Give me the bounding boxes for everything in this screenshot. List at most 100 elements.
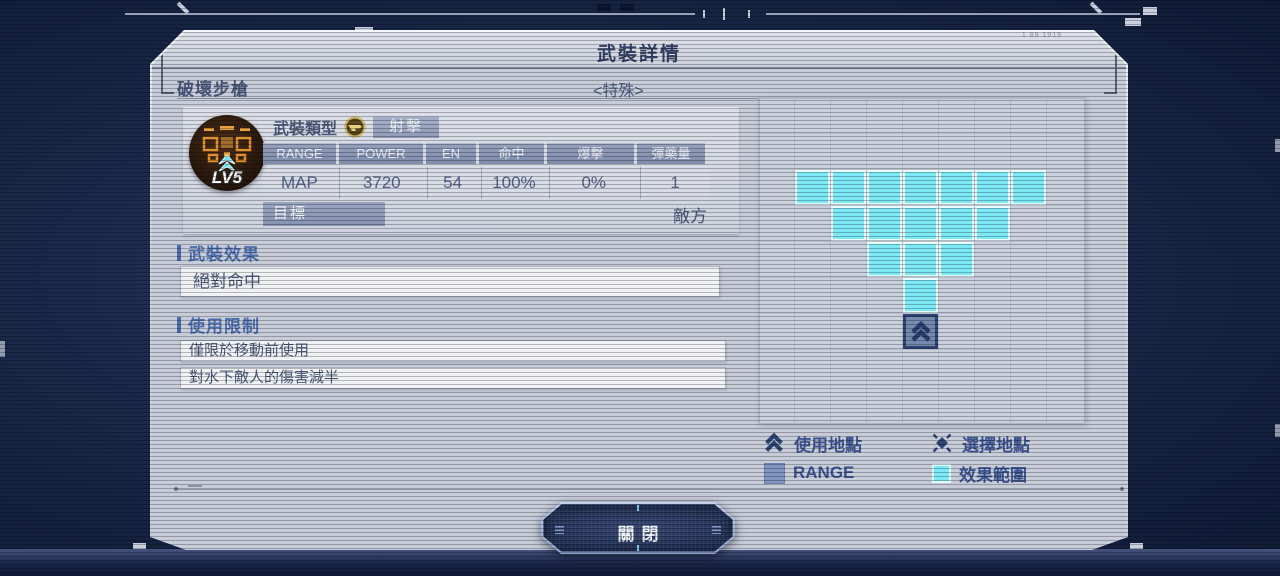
grid-cell: [1011, 314, 1047, 350]
panel-body: 武裝詳情 1 89 1919 破壞步槍 <特殊>: [152, 32, 1126, 548]
top-deco-tick: [703, 10, 705, 18]
grid-cell: [795, 242, 831, 278]
stat-header: 彈藥量: [637, 143, 705, 164]
weapon-type-row: 武裝類型 射擊: [273, 115, 439, 139]
section-accent-bar: [177, 317, 181, 333]
grid-cell: [795, 386, 831, 422]
weapon-type-value: 射擊: [373, 116, 439, 138]
close-button-frame: 關閉: [541, 502, 735, 554]
top-dark-mark: [597, 4, 611, 11]
grid-cell: [1047, 206, 1083, 242]
legend-label: 使用地點: [794, 435, 862, 455]
divider-tick: [188, 485, 202, 487]
target-row: 目標 敵方: [263, 202, 709, 226]
effect-range-cell: [795, 170, 831, 206]
grid-cell: [939, 350, 975, 386]
serial-decor-text: 1 89 1919: [1021, 32, 1062, 39]
grid-cell: [831, 314, 867, 350]
legend-label: 效果範圍: [959, 465, 1027, 485]
effect-range-cell: [831, 170, 867, 206]
close-button-label: 關閉: [617, 525, 666, 544]
grid-cell: [975, 386, 1011, 422]
effect-range-cell: [831, 206, 867, 242]
legend-label: RANGE: [793, 463, 855, 482]
close-button[interactable]: 關閉: [541, 502, 735, 554]
grid-cell: [939, 314, 975, 350]
range-swatch: [764, 463, 785, 484]
button-side-deco-left: [555, 526, 564, 534]
shooting-type-icon: [344, 116, 366, 138]
grid-cell: [903, 386, 939, 422]
weapon-icon: LV5: [189, 115, 265, 191]
effect-range-cell: [939, 242, 975, 278]
restriction-section-title: 使用限制: [188, 317, 260, 336]
double-chevron-up-icon: [908, 319, 934, 345]
grid-cell: [831, 386, 867, 422]
stat-header: 爆擊: [547, 143, 634, 164]
edge-notch: [0, 341, 5, 357]
title-bar: [152, 32, 1126, 69]
weapon-category-tag: <特殊>: [593, 83, 644, 100]
top-deco-line-left: [125, 13, 695, 15]
effect-range-cell: [1011, 170, 1047, 206]
effect-range-cell: [867, 242, 903, 278]
grid-cell: [1011, 134, 1047, 170]
stats-value-row: MAP 3720 54 100% 0% 1: [263, 167, 709, 199]
grid-cell: [795, 206, 831, 242]
weapon-detail-panel: 武裝詳情 1 89 1919 破壞步槍 <特殊>: [150, 30, 1128, 550]
restriction-item: 僅限於移動前使用: [180, 340, 726, 362]
top-deco-tick: [723, 8, 725, 20]
grid-cell: [939, 134, 975, 170]
legend-label: 選擇地點: [962, 435, 1030, 455]
stat-header: 命中: [479, 143, 544, 164]
stat-value: 3720: [339, 167, 424, 199]
grid-cell: [1011, 386, 1047, 422]
effect-range-cell: [939, 206, 975, 242]
grid-cell: [867, 134, 903, 170]
effect-range-cell: [975, 170, 1011, 206]
grid-cell: [1047, 314, 1083, 350]
grid-cell: [795, 98, 831, 134]
grid-cell: [1011, 350, 1047, 386]
stat-header: EN: [426, 143, 476, 164]
legend-effect-range: 效果範圍: [930, 461, 1092, 486]
grid-cell: [1047, 134, 1083, 170]
grid-cell: [759, 206, 795, 242]
grid-cell: [759, 170, 795, 206]
map-legend: 使用地點 選擇地點 RANGE: [762, 428, 1092, 488]
grid-cell: [759, 242, 795, 278]
grid-cell: [831, 98, 867, 134]
grid-cell: [903, 98, 939, 134]
grid-cell: [759, 314, 795, 350]
grid-cell: [975, 278, 1011, 314]
weapon-level-badge: LV5: [212, 168, 243, 187]
grid-cell: [1047, 242, 1083, 278]
weapon-info-box: LV5 武裝類型 射擊 RANGE POWER: [183, 107, 739, 234]
grid-cell: [867, 98, 903, 134]
effect-section-title: 武裝效果: [188, 245, 260, 264]
grid-cell: [759, 278, 795, 314]
name-underline: [177, 98, 910, 99]
grid-cell: [939, 98, 975, 134]
grid-cell: [1011, 278, 1047, 314]
map-grid: [758, 97, 1085, 424]
weapon-type-label: 武裝類型: [273, 121, 338, 138]
grid-cell: [1011, 98, 1047, 134]
grid-cell: [867, 278, 903, 314]
select-point-icon: [930, 431, 954, 455]
grid-cell: [975, 134, 1011, 170]
effect-range-swatch: [932, 464, 951, 483]
page-title: 武裝詳情: [596, 44, 681, 65]
edge-notch: [1275, 139, 1280, 152]
grid-cell: [903, 134, 939, 170]
legend-range: RANGE: [762, 463, 930, 484]
grid-cell: [867, 314, 903, 350]
edge-notch: [1275, 424, 1280, 437]
weapon-icon-art: LV5: [189, 115, 265, 191]
grid-cell: [975, 242, 1011, 278]
stat-header: POWER: [339, 143, 423, 164]
target-value: 敵方: [673, 207, 707, 226]
top-deco-tick: [748, 10, 750, 18]
grid-cell: [975, 314, 1011, 350]
